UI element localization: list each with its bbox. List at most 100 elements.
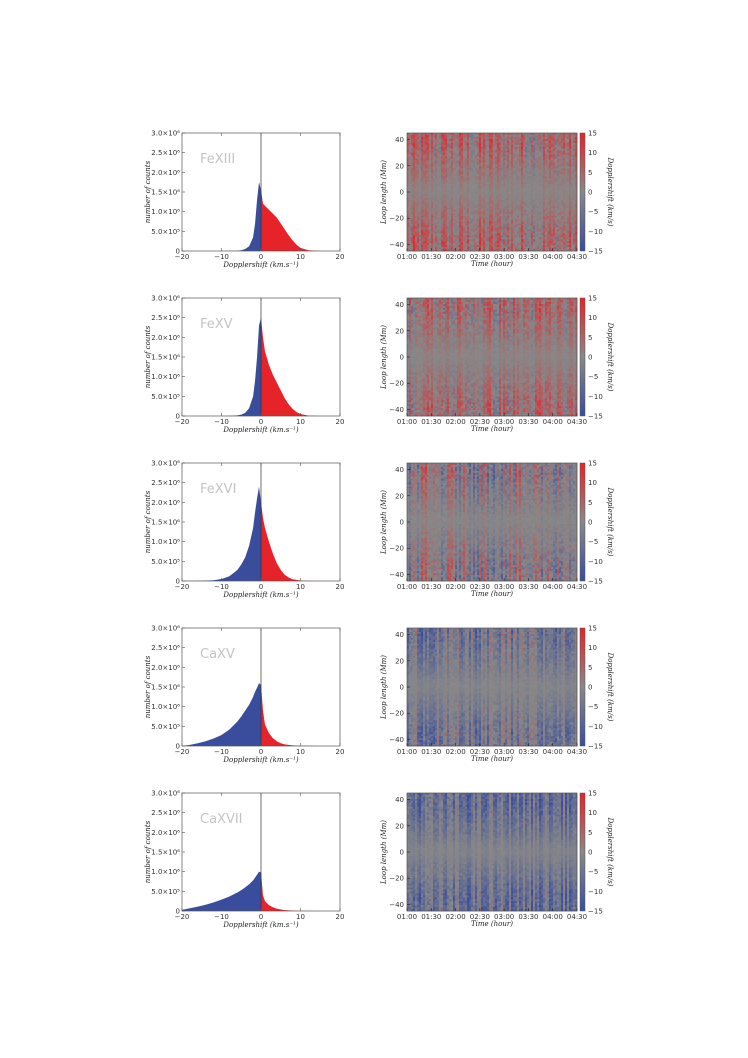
map-cell xyxy=(479,142,482,146)
map-cell xyxy=(485,223,488,226)
map-cell xyxy=(481,160,484,163)
map-cell xyxy=(511,221,514,224)
map-cell xyxy=(453,217,456,220)
map-cell xyxy=(549,144,552,148)
map-cell xyxy=(461,245,464,248)
map-cell xyxy=(465,192,468,195)
map-cell xyxy=(417,144,420,148)
map-cell xyxy=(541,156,544,159)
map-cell xyxy=(521,182,524,185)
map-cell xyxy=(445,237,448,240)
map-cell xyxy=(459,201,462,205)
map-cell xyxy=(545,207,548,210)
map-cell xyxy=(477,199,480,203)
map-cell xyxy=(447,146,450,150)
map-cell xyxy=(561,190,564,193)
map-cell xyxy=(437,150,440,153)
map-cell xyxy=(515,203,518,207)
map-cell xyxy=(503,219,506,222)
map-cell xyxy=(409,164,412,167)
map-cell xyxy=(477,239,480,242)
y-tick-label: 3.0×10⁶ xyxy=(151,790,180,798)
map-cell xyxy=(481,221,484,224)
map-cell xyxy=(481,219,484,222)
map-cell xyxy=(543,229,546,232)
map-cell xyxy=(417,247,420,250)
map-cell xyxy=(461,241,464,244)
map-cell xyxy=(429,172,432,175)
map-cell xyxy=(495,160,498,163)
map-cell xyxy=(471,219,474,222)
map-cell xyxy=(501,221,504,224)
map-cell xyxy=(427,243,430,246)
map-cell xyxy=(487,223,490,226)
map-cell xyxy=(559,211,562,214)
map-cell xyxy=(515,243,518,246)
map-cell xyxy=(517,219,520,222)
map-cell xyxy=(425,140,428,144)
map-cell xyxy=(481,223,484,226)
map-cell xyxy=(491,225,494,228)
map-cell xyxy=(551,190,554,193)
map-cell xyxy=(435,170,438,173)
map-cell xyxy=(523,170,526,173)
map-cell xyxy=(477,180,480,183)
map-cell xyxy=(541,239,544,242)
map-cell xyxy=(493,207,496,210)
map-cell xyxy=(539,188,542,191)
map-cell xyxy=(447,180,450,183)
map-cell xyxy=(419,180,422,183)
map-cell xyxy=(415,178,418,181)
map-cell xyxy=(481,192,484,195)
map-cell xyxy=(419,172,422,175)
map-cell xyxy=(559,184,562,187)
map-cell xyxy=(561,172,564,175)
map-cell xyxy=(437,188,440,191)
map-cell xyxy=(563,199,566,203)
map-cell xyxy=(517,201,520,205)
map-cell xyxy=(451,148,454,151)
map-cell xyxy=(535,221,538,224)
map-cell xyxy=(415,164,418,167)
map-cell xyxy=(431,231,434,234)
map-cell xyxy=(545,133,548,136)
map-cell xyxy=(543,197,546,201)
map-cell xyxy=(565,247,568,250)
x-tick-label: 20 xyxy=(336,913,345,921)
map-cell xyxy=(559,174,562,177)
map-cell xyxy=(447,245,450,248)
map-cell xyxy=(473,154,476,157)
map-cell xyxy=(425,154,428,157)
map-cell xyxy=(439,213,442,216)
map-cell xyxy=(565,158,568,161)
map-cell xyxy=(487,197,490,201)
map-cell xyxy=(495,241,498,244)
map-cell xyxy=(449,217,452,220)
map-cell xyxy=(447,136,450,140)
map-cell xyxy=(477,221,480,224)
map-cell xyxy=(431,239,434,242)
map-cell xyxy=(431,156,434,159)
map-cell xyxy=(547,178,550,181)
map-cell xyxy=(407,239,410,242)
map-cell xyxy=(553,144,556,148)
map-cell xyxy=(561,154,564,157)
map-cell xyxy=(509,182,512,185)
map-cell xyxy=(437,217,440,220)
map-cell xyxy=(545,203,548,207)
map-cell xyxy=(499,199,502,203)
map-cell xyxy=(523,223,526,226)
map-cell xyxy=(551,203,554,207)
map-cell xyxy=(413,174,416,177)
map-cell xyxy=(479,213,482,216)
map-cell xyxy=(521,219,524,222)
map-cell xyxy=(523,237,526,240)
map-cell xyxy=(499,209,502,212)
map-cell xyxy=(485,195,488,199)
map-cell xyxy=(441,133,444,136)
map-cell xyxy=(435,172,438,175)
map-cell xyxy=(527,219,530,222)
map-cell xyxy=(545,182,548,185)
map-cell xyxy=(529,142,532,146)
map-cell xyxy=(543,134,546,138)
